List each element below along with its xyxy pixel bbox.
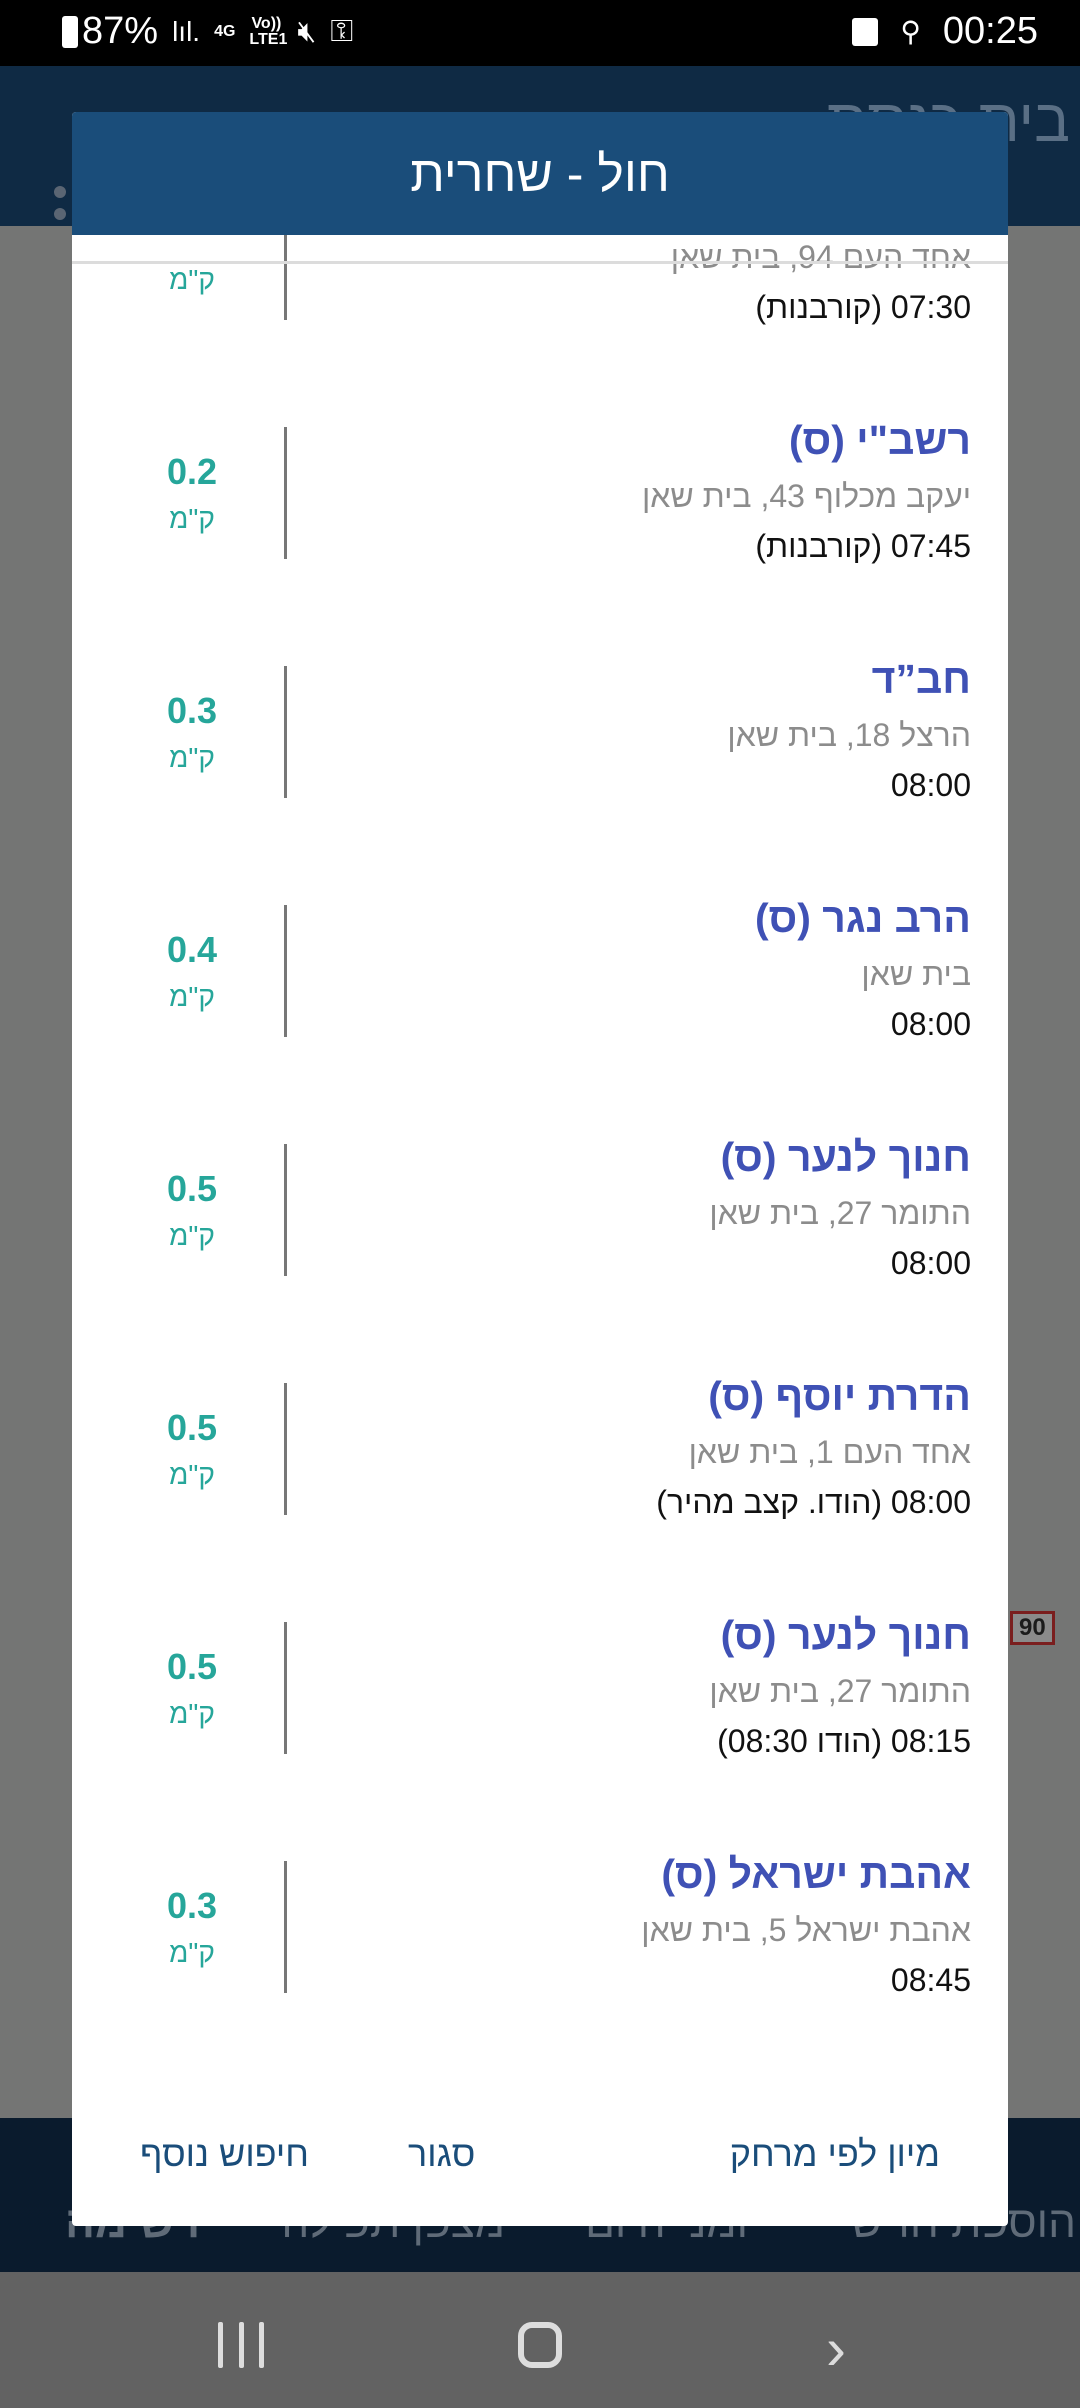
synagogue-address: התומר 27, בית שאן [709, 1673, 971, 1709]
distance-value: 0.3 [166, 690, 218, 731]
distance-unit: ק"מ [169, 503, 215, 534]
prayer-time: 08:00 [890, 1245, 971, 1281]
synagogue-name: חב”ד [871, 656, 971, 702]
distance-unit: ק"מ [169, 981, 215, 1012]
divider [284, 1383, 287, 1515]
distance-unit: ק"מ [169, 742, 215, 773]
synagogue-address: התומר 27, בית שאן [709, 1195, 971, 1231]
distance-unit: ק"מ [169, 1459, 215, 1490]
synagogue-list[interactable]: אחד העם 94, בית שאן 07:30 (קורבנות) ק"מ ר… [72, 235, 1008, 2105]
synagogue-name: חנוך לנער (ס) [720, 1134, 971, 1180]
list-item[interactable]: אהבת ישראל (ס) אהבת ישראל 5, בית שאן 08:… [72, 1809, 1008, 2048]
dialog-actions: מיון לפי מרחק סגור חיפוש נוסף [72, 2105, 1008, 2226]
divider [284, 427, 287, 559]
signal-icon: lıl. [172, 15, 201, 47]
system-nav-bar: › [0, 2272, 1080, 2408]
back-icon[interactable]: › [826, 2315, 846, 2382]
divider [284, 1861, 287, 1993]
status-bar: 87% lıl. 4G Vo)) LTE1 🔇︎ ⚿ ⚲ 00:25 [0, 0, 1080, 66]
prayer-time: 08:00 [890, 767, 971, 803]
clock: 00:25 [942, 10, 1038, 52]
mute-icon: 🔇︎ [297, 14, 317, 48]
list-item[interactable]: חב”ד הרצל 18, בית שאן 08:00 0.3 ק"מ [72, 614, 1008, 853]
list-item[interactable]: הרב נגר (ס) בית שאן 08:00 0.4 ק"מ [72, 853, 1008, 1092]
synagogue-name: רשב"י (ס) [788, 417, 971, 463]
divider [284, 235, 287, 320]
network-type: 4G [214, 22, 236, 40]
image-icon [852, 17, 879, 46]
status-left: 87% lıl. 4G Vo)) LTE1 🔇︎ ⚿ [62, 10, 353, 53]
prayer-time: 08:45 [890, 1962, 971, 1998]
distance-value: 0.5 [166, 1168, 218, 1209]
synagogue-address: בית שאן [861, 956, 971, 992]
synagogue-name: אהבת ישראל (ס) [661, 1851, 971, 1897]
scroll-edge [72, 261, 1008, 264]
close-button[interactable]: סגור [408, 2133, 476, 2174]
list-item[interactable]: רשב"י (ס) יעקב מכלוף 43, בית שאן 07:45 (… [72, 375, 1008, 614]
divider [284, 1144, 287, 1276]
sort-by-distance-button[interactable]: מיון לפי מרחק [729, 2133, 940, 2174]
prayer-time: 07:30 (קורבנות) [755, 289, 971, 325]
divider [284, 666, 287, 798]
distance-value: 0.4 [166, 929, 218, 970]
synagogue-address: אחד העם 94, בית שאן [670, 239, 971, 275]
synagogue-address: אחד העם 1, בית שאן [688, 1434, 971, 1470]
distance-unit: ק"מ [169, 1937, 215, 1968]
list-item[interactable]: חנוך לנער (ס) התומר 27, בית שאן 08:00 0.… [72, 1092, 1008, 1331]
distance-unit: ק"מ [169, 1698, 215, 1729]
home-icon[interactable] [518, 2322, 562, 2368]
divider [284, 1622, 287, 1754]
distance-unit: ק"מ [169, 264, 215, 295]
dialog-title: חול - שחרית [72, 112, 1008, 235]
road-sign: 90 [1010, 1611, 1055, 1645]
battery-icon [62, 15, 78, 48]
tower-icon: ⚲ [900, 16, 921, 47]
minyan-dialog: חול - שחרית אחד העם 94, בית שאן 07:30 (ק… [72, 112, 1008, 2226]
synagogue-address: הרצל 18, בית שאן [727, 717, 971, 753]
prayer-time: 08:15 (הודו 08:30) [717, 1723, 971, 1759]
list-item[interactable]: הדרת יוסף (ס) אחד העם 1, בית שאן 08:00 (… [72, 1331, 1008, 1570]
synagogue-name: הדרת יוסף (ס) [708, 1373, 971, 1419]
battery-level: 87% [82, 10, 159, 52]
more-search-button[interactable]: חיפוש נוסף [140, 2133, 309, 2174]
prayer-time: 08:00 (הודו. קצב מהיר) [656, 1484, 971, 1520]
vpn-key-icon: ⚿ [330, 14, 354, 48]
synagogue-name: חנוך לנער (ס) [720, 1612, 971, 1658]
synagogue-address: יעקב מכלוף 43, בית שאן [641, 478, 971, 514]
synagogue-address: אהבת ישראל 5, בית שאן [641, 1912, 971, 1948]
distance-value: 0.2 [166, 451, 218, 492]
distance-value: 0.5 [166, 1407, 218, 1448]
divider [284, 905, 287, 1037]
list-item[interactable]: אחד העם 94, בית שאן 07:30 (קורבנות) ק"מ [72, 235, 1008, 375]
distance-value: 0.5 [166, 1646, 218, 1687]
prayer-time: 07:45 (קורבנות) [755, 528, 971, 564]
prayer-time: 08:00 [890, 1006, 971, 1042]
distance-unit: ק"מ [169, 1220, 215, 1251]
distance-value: 0.3 [166, 1885, 218, 1926]
status-right: ⚲ 00:25 [852, 10, 1038, 53]
recents-icon[interactable] [218, 2322, 264, 2368]
synagogue-name: הרב נגר (ס) [754, 895, 971, 941]
volte-indicator: Vo)) LTE1 [249, 14, 288, 48]
list-item[interactable]: חנוך לנער (ס) התומר 27, בית שאן 08:15 (ה… [72, 1570, 1008, 1809]
